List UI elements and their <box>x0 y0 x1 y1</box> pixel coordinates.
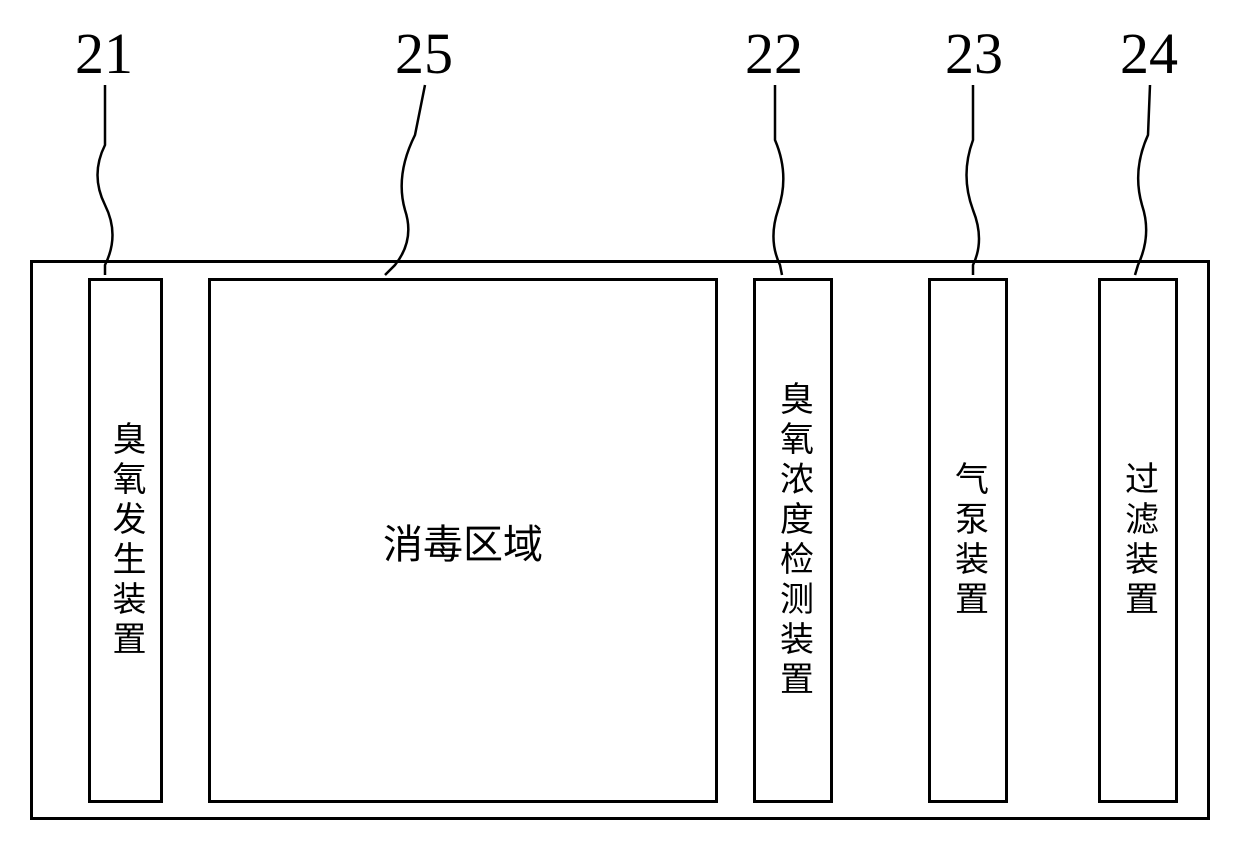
label-air-pump: 气泵装置 <box>944 461 993 621</box>
lead-line-25 <box>340 80 440 280</box>
label-ozone-generator: 臭氧发生装置 <box>101 421 150 661</box>
lead-line-24 <box>1110 80 1180 280</box>
label-disinfection-area: 消毒区域 <box>383 512 543 570</box>
module-ozone-generator: 臭氧发生装置 <box>88 278 163 803</box>
ref-number-25: 25 <box>395 20 453 87</box>
lead-line-21 <box>80 80 140 280</box>
module-disinfection-area: 消毒区域 <box>208 278 718 803</box>
ref-number-22: 22 <box>745 20 803 87</box>
module-filter: 过滤装置 <box>1098 278 1178 803</box>
ref-number-24: 24 <box>1120 20 1178 87</box>
lead-line-22 <box>760 80 820 280</box>
lead-line-23 <box>955 80 1015 280</box>
label-filter: 过滤装置 <box>1114 461 1163 621</box>
ref-number-23: 23 <box>945 20 1003 87</box>
ref-number-21: 21 <box>75 20 133 87</box>
module-air-pump: 气泵装置 <box>928 278 1008 803</box>
label-ozone-detector: 臭氧浓度检测装置 <box>769 381 818 701</box>
diagram-container: 臭氧发生装置 消毒区域 臭氧浓度检测装置 气泵装置 过滤装置 <box>30 260 1210 820</box>
module-ozone-detector: 臭氧浓度检测装置 <box>753 278 833 803</box>
